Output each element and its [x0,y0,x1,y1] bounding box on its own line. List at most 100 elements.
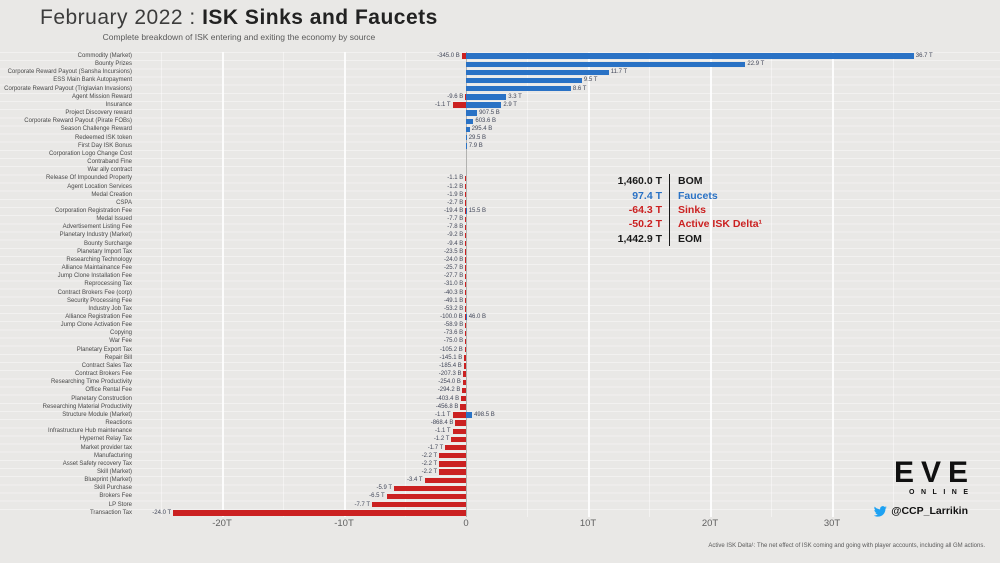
category-label: Structure Module (Market) [62,411,132,418]
category-label: Corporate Reward Payout (Pirate FOBs) [24,118,132,125]
chart-row: Project Discovery reward 907.5 B [0,109,1000,117]
chart-row: Advertisement Listing Fee -7.8 B [0,223,1000,231]
title-month: February 2022 : [40,6,203,29]
sink-bar [465,175,466,182]
sink-bar [465,273,466,279]
sink-value-label: -31.0 B [443,281,464,288]
chart-row: Medal Issued -7.7 B [0,215,1000,223]
sink-value-label: -1.2 T [433,436,450,443]
grid-line-minor [893,52,894,517]
chart-row: Manufacturing -2.2 T [0,452,1000,460]
x-axis: -20T -10T 0 10T 20T 30T [0,518,1000,532]
category-label: Alliance Maintainance Fee [61,265,132,272]
chart-row: Planetary Export Tax -105.2 B [0,346,1000,354]
page-subtitle: Complete breakdown of ISK entering and e… [102,32,376,42]
chart-row: Planetary Construction -403.4 B [0,395,1000,403]
sink-value-label: -1.2 B [447,183,464,190]
sink-value-label: -294.2 B [437,387,461,394]
title-main: ISK Sinks and Faucets [202,6,438,29]
x-tick-label: 0 [463,518,469,529]
grid-line-minor [283,52,284,517]
chart-row: Researching Time Productivity -254.0 B [0,378,1000,386]
chart-row: Bounty Prizes 22.9 T [0,60,1000,68]
grid-line [832,52,834,517]
sink-bar [465,265,466,271]
faucet-bar [466,94,507,100]
sink-value-label: -2.2 T [421,468,438,475]
sink-value-label: -254.0 B [438,379,461,386]
category-label: Corporate Reward Payout (Triglavian Inva… [4,85,132,92]
sink-value-label: -2.2 T [421,460,438,467]
sink-value-label: -207.3 B [438,371,462,378]
sink-bar [173,510,466,516]
grid-line-minor [405,52,406,517]
chart-row: First Day ISK Bonus 7.9 B [0,142,1000,150]
chart-row: Release Of Impounded Property -1.1 B [0,174,1000,182]
sink-bar [465,183,466,190]
sink-value-label: -73.6 B [443,330,464,337]
faucet-value-label: 2.9 T [503,101,517,108]
sink-bar [465,306,466,312]
summary-row: 1,460.0 T BOM [596,174,762,189]
branding: EVE ONLINE @CCP_Larrikin [874,458,968,517]
category-label: Insurance [105,101,132,108]
summary-value-sinks: -64.3 T [628,203,662,216]
category-label: Researching Time Productivity [50,379,132,386]
sink-bar [452,412,466,418]
category-label: Project Discovery reward [65,110,132,117]
chart-row: Corporate Reward Payout (Sansha Incursio… [0,68,1000,76]
sink-value-label: -2.7 B [447,199,464,206]
chart-plot: Commodity (Market) -345.0 B 36.7 T Bounty P… [0,52,1000,517]
faucet-value-label: 15.5 B [468,207,487,214]
sink-bar [465,298,466,304]
sink-bar [445,444,466,451]
eve-logo-subtext: ONLINE [909,489,975,496]
faucet-bar [466,86,571,92]
faucet-value-label: 498.5 B [474,411,495,418]
sink-bar [465,249,466,255]
x-tick-label: 20T [701,518,719,529]
chart-row: Agent Location Services -1.2 B [0,183,1000,191]
category-label: Contraband Fine [87,159,132,166]
category-label: Researching Technology [66,256,132,263]
sink-bar [465,289,466,296]
sink-value-label: -3.4 T [406,477,423,484]
faucet-value-label: 907.5 B [479,110,500,117]
faucet-value-label: 7.9 B [468,142,483,149]
faucet-bar [466,53,914,59]
sink-value-label: -6.5 T [369,493,385,500]
sink-bar [465,338,466,345]
chart-row: Transaction Tax -24.0 T [0,509,1000,517]
faucet-value-label: 22.9 T [747,61,765,68]
summary-label-bom: BOM [669,174,703,189]
chart-row: Corporate Reward Payout (Triglavian Inva… [0,85,1000,93]
sink-value-label: -1.1 T [435,411,451,418]
sink-value-label: -1.9 B [447,191,464,198]
x-tick-label: -20T [212,518,232,529]
category-label: Season Challenge Reward [60,126,132,133]
faucet-value-label: 36.7 T [915,53,933,59]
chart-row: Agent Mission Reward -9.6 B 3.3 T [0,93,1000,101]
category-label: Security Processing Fee [66,297,132,304]
faucet-bar [466,102,502,108]
category-label: Corporate Reward Payout (Sansha Incursio… [7,69,132,76]
grid-line-minor [649,52,650,517]
chart-row: Repair Bill -145.1 B [0,354,1000,362]
chart-row: War ally contract [0,166,1000,174]
category-label: Corporation Registration Fee [54,207,132,214]
twitter-credit: @CCP_Larrikin [874,505,968,517]
sink-bar [465,224,466,231]
chart-row: Reactions -868.4 B [0,419,1000,427]
summary-label-eom: EOM [669,231,702,246]
category-label: Manufacturing [93,452,132,459]
chart-row: Researching Material Productivity -456.8 … [0,403,1000,411]
category-label: Jump Clone Activation Fee [60,322,132,329]
category-label: ESS Main Bank Autopayment [53,77,132,84]
category-label: LP Store [108,501,132,508]
sink-value-label: -1.1 B [447,175,464,182]
report-header: February 2022 : ISK Sinks and Faucets Co… [40,6,438,42]
chart-row: Industry Job Tax -53.2 B [0,305,1000,313]
category-label: Alliance Registration Fee [65,314,132,320]
sink-bar [465,257,466,263]
faucet-value-label: 295.4 B [471,126,493,133]
